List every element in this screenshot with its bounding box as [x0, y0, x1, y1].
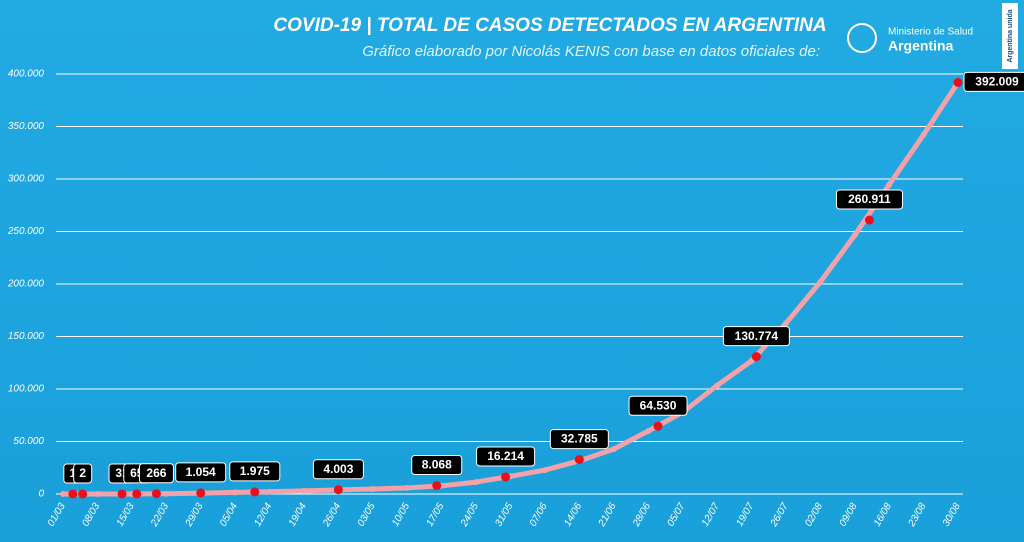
series-point	[300, 487, 307, 494]
annotation: 8.068	[411, 455, 463, 476]
annotation-label: 32.785	[561, 432, 598, 446]
annotation-box	[175, 462, 227, 483]
annotation-point	[78, 489, 88, 499]
annotation: 1.054	[175, 462, 227, 483]
annotation-label: 8.068	[422, 458, 452, 472]
y-tick-label: 100.000	[8, 384, 45, 395]
series-point	[232, 489, 239, 496]
annotation-box	[73, 463, 93, 484]
y-tick-label: 50.000	[13, 436, 44, 447]
annotation: 64.530	[628, 395, 688, 416]
annotation-label: 266	[146, 466, 166, 480]
chart-subtitle: Gráfico elaborado por Nicolás KENIS con …	[362, 43, 820, 60]
y-tick-label: 0	[38, 489, 44, 500]
chart-title: COVID-19 | TOTAL DE CASOS DETECTADOS EN …	[273, 15, 826, 36]
annotation: 2	[73, 463, 93, 484]
annotation: 32.785	[549, 429, 609, 450]
series-point	[60, 491, 66, 497]
series-point	[817, 278, 824, 285]
annotation-label: 260.911	[848, 192, 891, 206]
annotation-point	[250, 487, 260, 497]
annotation-box	[963, 71, 1024, 92]
y-tick-label: 250.000	[7, 226, 45, 237]
annotation-label: 4.003	[323, 462, 353, 476]
logo-line1: Ministerio de Salud	[888, 27, 973, 38]
annotation-box	[411, 455, 463, 476]
annotation-point	[68, 489, 78, 499]
series-point	[610, 446, 617, 453]
series-point	[714, 382, 721, 389]
series-point	[851, 232, 858, 239]
series-point	[369, 485, 376, 492]
annotation-point	[333, 485, 343, 495]
logo-line2: Argentina	[888, 38, 954, 54]
annotation-point	[151, 489, 161, 499]
y-tick-label: 200.000	[7, 279, 45, 290]
annotation-point	[751, 352, 761, 362]
annotation-box	[549, 429, 609, 450]
annotation-point	[501, 472, 511, 482]
series-point	[473, 479, 480, 486]
annotation-box	[628, 395, 688, 416]
annotation-point	[953, 77, 963, 87]
annotation-point	[132, 489, 142, 499]
series-point	[266, 488, 273, 495]
y-tick-label: 400.000	[8, 69, 45, 80]
annotation-label: 1.975	[240, 464, 270, 478]
logo-side-box	[1002, 3, 1018, 69]
series-point	[404, 484, 411, 491]
annotation-label: 392.009	[975, 75, 1019, 89]
annotation-label: 1	[69, 466, 76, 480]
series-point	[886, 181, 893, 188]
series-point	[163, 490, 170, 497]
logo-side: Argentina unida	[1007, 9, 1014, 62]
annotation-point	[574, 455, 584, 465]
series-point	[920, 131, 927, 138]
annotation-label: 1.054	[186, 465, 216, 479]
annotation-box	[835, 189, 903, 210]
y-tick-label: 150.000	[8, 331, 45, 342]
series-point	[94, 490, 101, 497]
y-tick-label: 350.000	[8, 121, 45, 132]
annotation-point	[196, 488, 206, 498]
annotation-box	[476, 446, 536, 467]
series-point	[645, 428, 652, 435]
annotation-box	[138, 463, 174, 484]
annotation: 16.214	[476, 446, 536, 467]
annotation: 4.003	[312, 459, 364, 480]
annotation-box	[722, 326, 790, 347]
annotation-box	[312, 459, 364, 480]
annotation-point	[864, 215, 874, 225]
annotation-point	[432, 481, 442, 491]
series-point	[782, 320, 789, 327]
annotation: 392.009	[963, 71, 1024, 92]
annotation-box	[229, 461, 281, 482]
annotation-point	[117, 489, 127, 499]
annotation: 266	[138, 463, 174, 484]
annotation-label: 130.774	[735, 329, 779, 343]
annotation: 260.911	[835, 189, 903, 210]
annotation-label: 2	[79, 466, 86, 480]
annotation-label: 16.214	[487, 449, 524, 463]
annotation: 1.975	[229, 461, 281, 482]
logo-emblem	[847, 23, 877, 53]
y-tick-label: 300.000	[8, 174, 45, 185]
annotation-label: 64.530	[640, 398, 677, 412]
annotation: 130.774	[722, 326, 790, 347]
series-point	[541, 467, 548, 474]
annotation-point	[653, 421, 663, 431]
